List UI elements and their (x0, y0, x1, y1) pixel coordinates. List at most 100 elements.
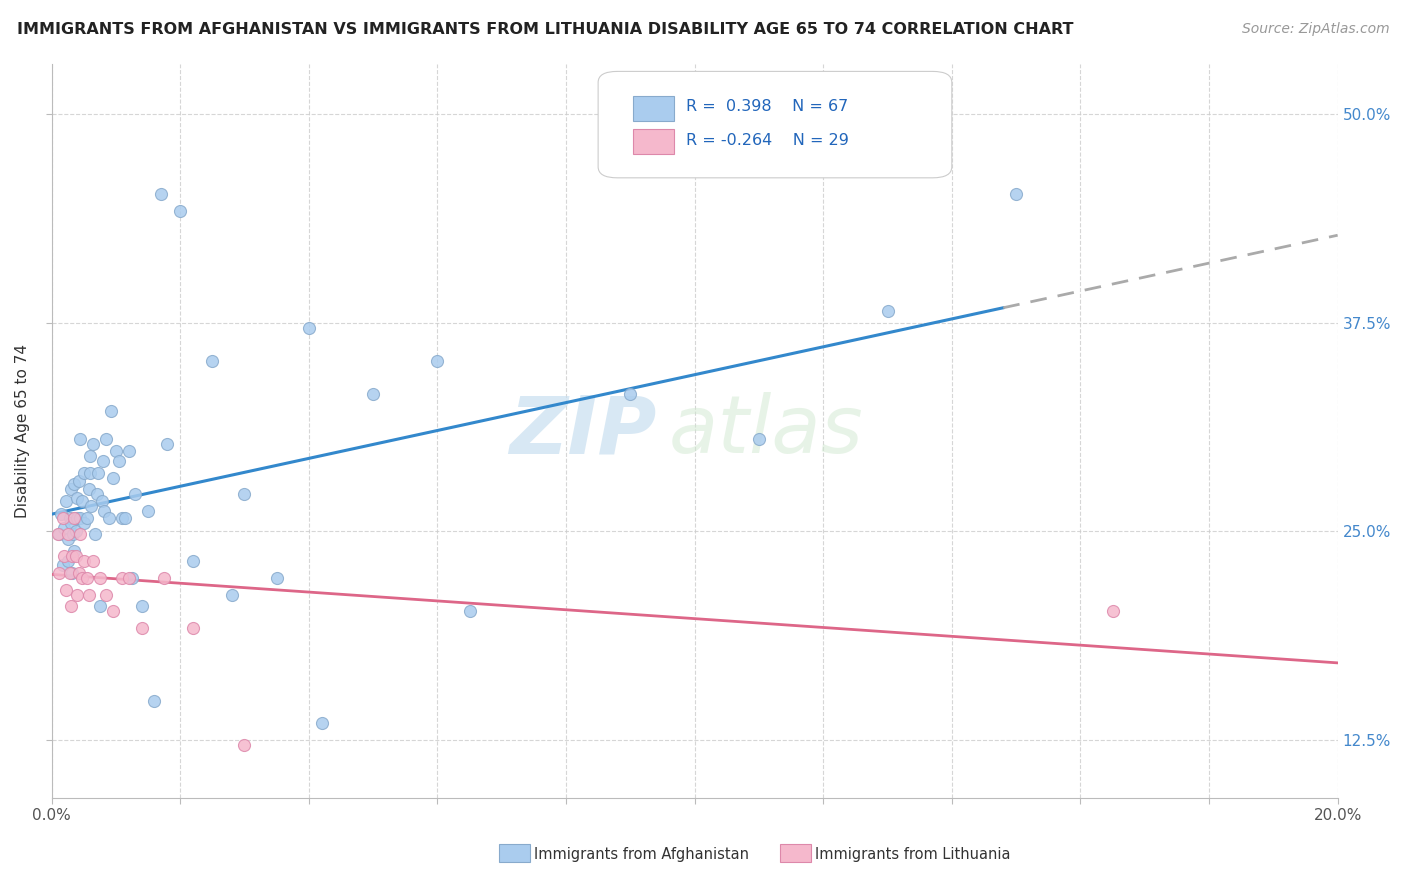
Point (266, 571, 288, 585)
Point (72, 571, 94, 585)
Point (66, 588, 89, 602)
Text: IMMIGRANTS FROM AFGHANISTAN VS IMMIGRANTS FROM LITHUANIA DISABILITY AGE 65 TO 74: IMMIGRANTS FROM AFGHANISTAN VS IMMIGRANT… (17, 22, 1073, 37)
Point (100, 404, 122, 418)
Text: atlas: atlas (669, 392, 863, 470)
Point (876, 304, 898, 318)
Point (221, 588, 243, 602)
Point (96, 588, 118, 602)
Point (108, 454, 131, 468)
Point (124, 487, 146, 501)
Point (361, 387, 384, 401)
Point (52, 511, 75, 525)
Point (65, 524, 87, 538)
Point (69, 433, 91, 447)
Point (51, 508, 73, 522)
Point (131, 599, 153, 614)
Text: R = -0.264    N = 29: R = -0.264 N = 29 (686, 133, 848, 148)
Point (101, 471, 124, 485)
Text: ZIP: ZIP (509, 392, 657, 470)
Point (48, 566, 70, 580)
Point (93, 504, 115, 518)
Point (619, 387, 641, 401)
Text: R =  0.398    N = 67: R = 0.398 N = 67 (686, 99, 848, 114)
Point (82, 437, 104, 451)
Point (89, 571, 111, 585)
Point (143, 694, 166, 708)
Point (101, 604, 124, 618)
Point (72, 494, 94, 508)
Point (52, 558, 75, 572)
Point (69, 511, 91, 525)
Point (73, 466, 96, 480)
Y-axis label: Disability Age 65 to 74: Disability Age 65 to 74 (15, 344, 30, 518)
Point (80, 499, 103, 513)
Point (46, 527, 69, 541)
Point (90, 494, 112, 508)
Point (233, 487, 256, 501)
Point (121, 571, 143, 585)
Point (201, 354, 224, 368)
Point (67, 474, 90, 488)
Point (111, 511, 134, 525)
Point (458, 604, 481, 618)
Bar (633, 95, 673, 120)
Point (56, 554, 79, 568)
Point (73, 554, 96, 568)
Point (77, 483, 100, 497)
Point (60, 549, 83, 564)
Point (114, 511, 136, 525)
Point (298, 320, 321, 334)
Point (118, 571, 141, 585)
Point (56, 527, 79, 541)
Point (149, 187, 172, 202)
Point (65, 549, 87, 564)
Point (63, 544, 86, 558)
Bar (633, 129, 673, 154)
Point (1101, 604, 1123, 618)
FancyBboxPatch shape (598, 71, 952, 178)
Point (311, 716, 333, 731)
Point (66, 511, 89, 525)
Point (69, 527, 91, 541)
Point (118, 444, 141, 458)
Point (233, 738, 256, 752)
Point (79, 449, 101, 463)
Point (58, 566, 80, 580)
Point (59, 599, 82, 614)
Point (169, 203, 191, 218)
Point (104, 444, 127, 458)
Point (426, 354, 449, 368)
Point (86, 487, 108, 501)
Point (67, 566, 90, 580)
Point (156, 437, 179, 451)
Point (1005, 187, 1028, 202)
Point (53, 521, 76, 535)
Point (98, 511, 121, 525)
Point (63, 477, 86, 491)
Text: Source: ZipAtlas.com: Source: ZipAtlas.com (1241, 22, 1389, 37)
Point (58, 511, 80, 525)
Text: Immigrants from Afghanistan: Immigrants from Afghanistan (534, 847, 749, 862)
Point (48, 527, 70, 541)
Point (66, 491, 89, 505)
Point (131, 621, 153, 635)
Point (84, 527, 107, 541)
Point (89, 599, 111, 614)
Point (153, 571, 176, 585)
Point (77, 588, 100, 602)
Point (76, 571, 98, 585)
Point (87, 466, 110, 480)
Point (55, 582, 77, 597)
Point (62, 527, 84, 541)
Point (96, 433, 118, 447)
Point (181, 554, 204, 568)
Point (79, 466, 101, 480)
Point (136, 504, 159, 518)
Point (73, 516, 96, 530)
Text: Immigrants from Lithuania: Immigrants from Lithuania (815, 847, 1011, 862)
Point (59, 516, 82, 530)
Point (82, 554, 104, 568)
Point (56, 533, 79, 547)
Point (59, 483, 82, 497)
Point (181, 621, 204, 635)
